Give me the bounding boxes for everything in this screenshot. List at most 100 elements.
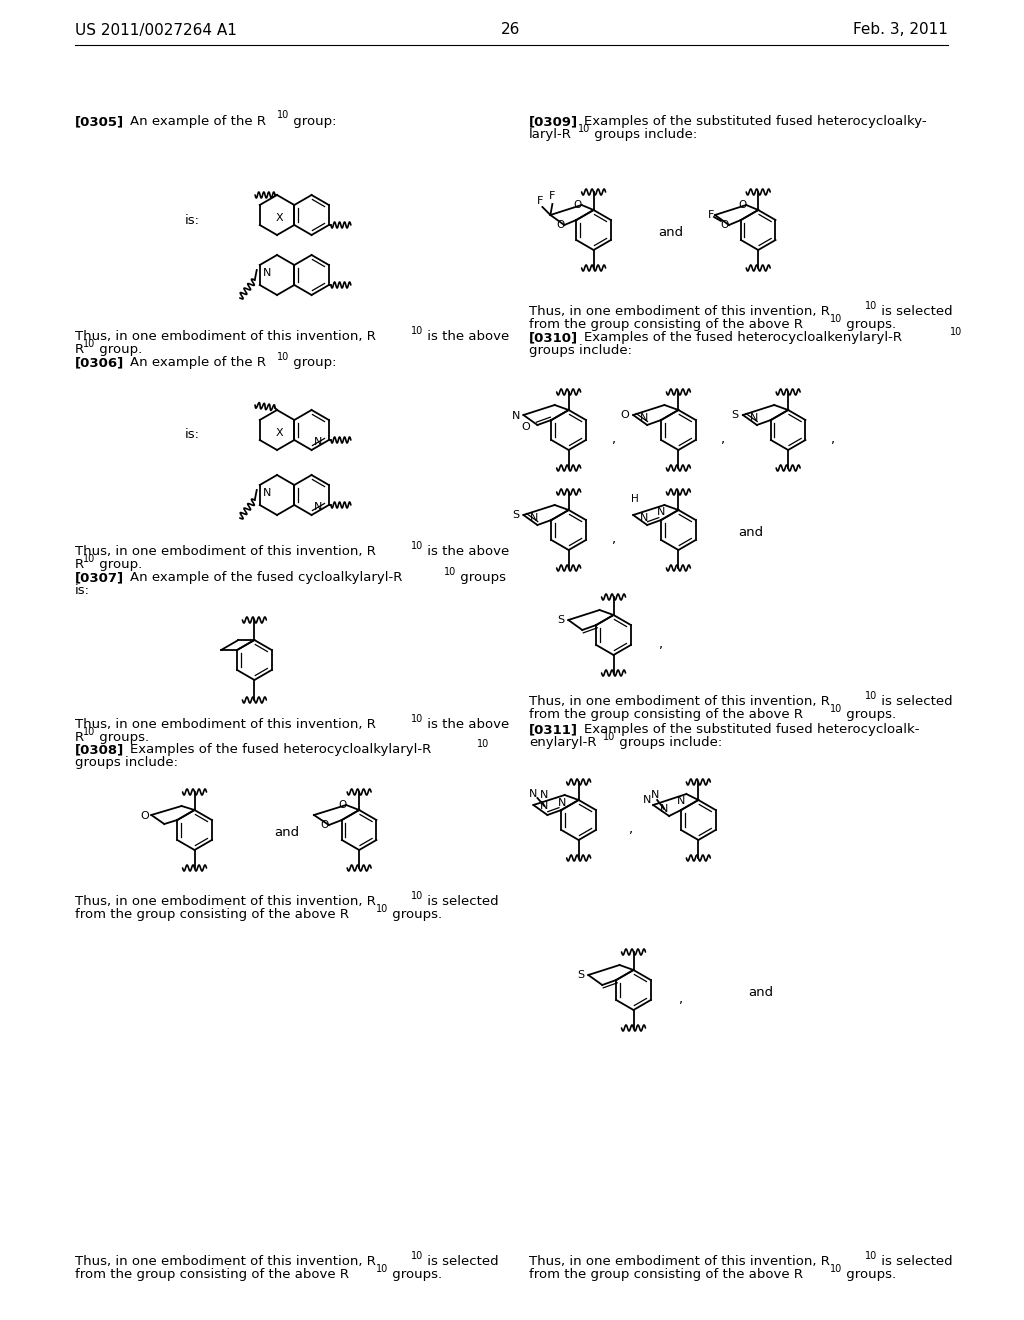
Text: groups.: groups. [842, 1269, 896, 1280]
Text: groups include:: groups include: [528, 345, 632, 356]
Text: R: R [75, 558, 84, 572]
Polygon shape [662, 510, 695, 550]
Polygon shape [238, 640, 271, 680]
Polygon shape [633, 405, 679, 425]
Text: is selected: is selected [877, 305, 952, 318]
Text: groups.: groups. [388, 908, 442, 921]
Text: groups.: groups. [95, 731, 148, 744]
Text: from the group consisting of the above R: from the group consisting of the above R [75, 1269, 349, 1280]
Text: N: N [657, 507, 666, 517]
Polygon shape [596, 615, 631, 655]
Text: and: and [658, 227, 684, 239]
Polygon shape [294, 411, 329, 450]
Text: and: and [749, 986, 773, 999]
Text: from the group consisting of the above R: from the group consisting of the above R [75, 908, 349, 921]
Text: 26: 26 [501, 22, 520, 37]
Text: 10: 10 [83, 339, 95, 348]
Text: groups.: groups. [388, 1269, 442, 1280]
Polygon shape [741, 210, 775, 249]
Text: N: N [512, 411, 520, 421]
Polygon shape [561, 800, 596, 840]
Text: from the group consisting of the above R: from the group consisting of the above R [528, 708, 803, 721]
Text: N: N [640, 413, 648, 422]
Text: F: F [538, 195, 544, 206]
Text: is:: is: [184, 214, 200, 227]
Text: 10: 10 [83, 554, 95, 564]
Text: O: O [621, 411, 630, 420]
Text: is the above: is the above [423, 330, 509, 343]
Text: groups include:: groups include: [614, 737, 722, 748]
Text: O: O [556, 220, 564, 230]
Text: O: O [140, 810, 148, 821]
Text: [0305]: [0305] [75, 115, 124, 128]
Polygon shape [577, 210, 611, 249]
Text: [0306]: [0306] [75, 356, 124, 370]
Text: is the above: is the above [423, 545, 509, 558]
Text: is:: is: [184, 429, 200, 441]
Polygon shape [294, 195, 329, 235]
Text: [0310]: [0310] [528, 331, 578, 345]
Text: group.: group. [95, 343, 142, 356]
Text: An example of the R: An example of the R [130, 115, 265, 128]
Text: 10: 10 [411, 714, 423, 723]
Text: is selected: is selected [877, 1255, 952, 1269]
Polygon shape [260, 411, 294, 450]
Text: [0309]: [0309] [528, 115, 578, 128]
Polygon shape [681, 800, 716, 840]
Text: 10: 10 [278, 110, 290, 120]
Text: N: N [541, 789, 549, 800]
Text: is selected: is selected [423, 1255, 499, 1269]
Text: X: X [275, 213, 283, 223]
Polygon shape [260, 255, 294, 294]
Text: 10: 10 [376, 904, 388, 913]
Polygon shape [260, 195, 294, 235]
Text: group:: group: [290, 356, 337, 370]
Text: ,: , [629, 822, 633, 836]
Text: Feb. 3, 2011: Feb. 3, 2011 [853, 22, 948, 37]
Text: is:: is: [75, 583, 90, 597]
Polygon shape [589, 965, 634, 985]
Text: groups include:: groups include: [590, 128, 697, 141]
Text: N: N [750, 413, 758, 422]
Text: X: X [275, 428, 283, 438]
Text: N: N [659, 804, 669, 814]
Text: US 2011/0027264 A1: US 2011/0027264 A1 [75, 22, 237, 37]
Polygon shape [221, 640, 254, 649]
Text: from the group consisting of the above R: from the group consisting of the above R [528, 1269, 803, 1280]
Text: ,: , [610, 533, 614, 546]
Text: groups include:: groups include: [75, 756, 178, 770]
Text: N: N [541, 801, 549, 810]
Text: Thus, in one embodiment of this invention, R: Thus, in one embodiment of this inventio… [528, 696, 829, 708]
Text: N: N [557, 799, 566, 808]
Text: Thus, in one embodiment of this invention, R: Thus, in one embodiment of this inventio… [75, 1255, 376, 1269]
Text: An example of the R: An example of the R [130, 356, 265, 370]
Text: and: and [738, 527, 763, 540]
Text: ,: , [830, 433, 835, 446]
Polygon shape [715, 205, 758, 224]
Text: group:: group: [290, 115, 337, 128]
Text: 10: 10 [411, 326, 423, 337]
Text: R: R [75, 343, 84, 356]
Text: Thus, in one embodiment of this invention, R: Thus, in one embodiment of this inventio… [75, 330, 376, 343]
Text: N: N [677, 796, 686, 807]
Text: 10: 10 [376, 1265, 388, 1274]
Polygon shape [152, 807, 195, 824]
Text: from the group consisting of the above R: from the group consisting of the above R [528, 318, 803, 331]
Text: Thus, in one embodiment of this invention, R: Thus, in one embodiment of this inventio… [528, 1255, 829, 1269]
Text: groups: groups [456, 572, 506, 583]
Text: ,: , [658, 638, 663, 651]
Text: N: N [530, 513, 539, 523]
Text: is the above: is the above [423, 718, 509, 731]
Polygon shape [294, 475, 329, 515]
Text: N: N [529, 789, 538, 799]
Text: 10: 10 [602, 733, 614, 742]
Polygon shape [294, 255, 329, 294]
Polygon shape [523, 506, 568, 525]
Text: [0308]: [0308] [75, 743, 124, 756]
Text: groups.: groups. [842, 318, 896, 331]
Text: O: O [321, 820, 329, 830]
Polygon shape [551, 510, 586, 550]
Text: S: S [731, 411, 738, 420]
Text: N: N [313, 502, 322, 512]
Polygon shape [551, 411, 586, 450]
